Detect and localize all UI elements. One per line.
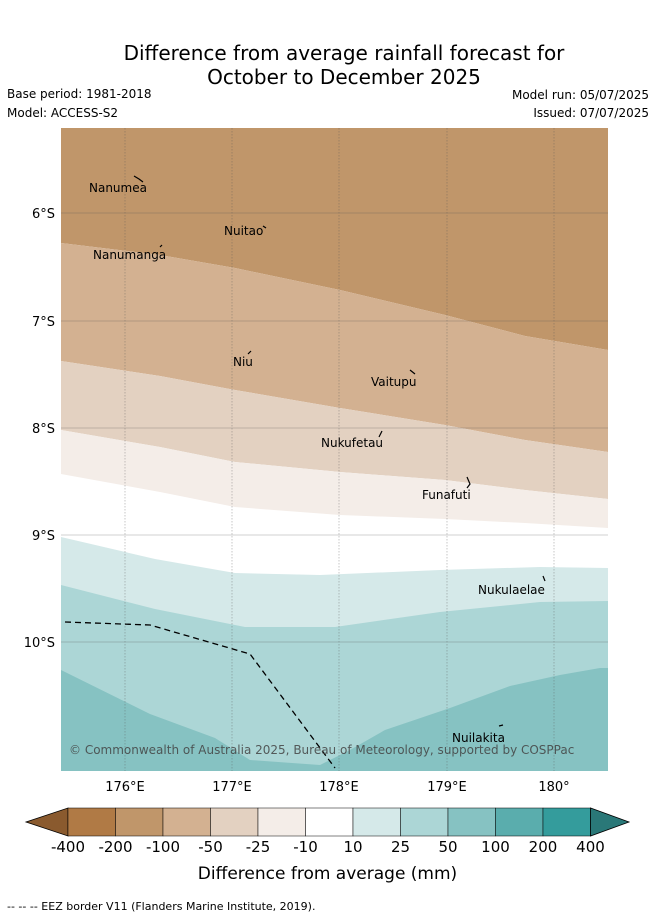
colorbar-label: -400 (50, 838, 86, 856)
islands (133, 175, 546, 727)
lon-label-177e: 177°E (212, 780, 252, 795)
base-period: Base period: 1981-2018 (7, 87, 152, 101)
colorbar-label: 25 (390, 838, 411, 856)
colorbar-title: Difference from average (mm) (197, 864, 458, 884)
colorbar-segment (447, 807, 496, 837)
colorbar-segment (305, 807, 354, 837)
eez-border (64, 621, 336, 769)
colorbar-label: 10 (343, 838, 363, 856)
place-label-nanumea: Nanumea (89, 181, 147, 195)
model-name: Model: ACCESS-S2 (7, 106, 119, 120)
model-run: Model run: 05/07/2025 (511, 88, 649, 102)
title-line-1: Difference from average rainfall forecas… (123, 41, 565, 65)
colorbar (24, 807, 631, 837)
colorbar-label: -10 (293, 838, 318, 856)
lat-label-8s: 8°S (32, 422, 55, 437)
colorbar-label: 200 (528, 838, 558, 856)
colorbar-segment (257, 807, 306, 837)
rainfall-map: Nanumea Nuitao Nanumanga Niu Vaitupu Nuk… (24, 128, 608, 795)
lat-label-6s: 6°S (32, 207, 55, 222)
colorbar-segment (352, 807, 401, 837)
rainfall-bands (61, 128, 608, 771)
place-label-nukulaelae: Nukulaelae (478, 583, 545, 597)
lat-labels: 6°S 7°S 8°S 9°S 10°S (24, 207, 55, 651)
band-plus-50 (61, 668, 608, 771)
map-title: Difference from average rainfall forecas… (0, 41, 655, 89)
colorbar-segment (400, 807, 449, 837)
island-funafuti (466, 476, 471, 489)
island-niu (247, 350, 252, 355)
place-labels: Nanumea Nuitao Nanumanga Niu Vaitupu Nuk… (89, 181, 545, 745)
place-label-niu: Niu (233, 355, 253, 369)
band-minus-50 (61, 361, 608, 499)
colorbar-label: 100 (481, 838, 510, 856)
colorbar-label: -100 (145, 838, 181, 856)
island-nukufetau (378, 430, 383, 438)
band-minus-25 (61, 430, 608, 528)
copyright-notice: © Commonwealth of Australia 2025, Bureau… (69, 743, 574, 757)
colorbar-label: 50 (438, 838, 458, 856)
lon-label-179e: 179°E (427, 780, 467, 795)
colorbar-segment (542, 807, 591, 837)
colorbar-segments (24, 807, 631, 837)
colorbar-label: 400 (576, 838, 605, 856)
lat-label-7s: 7°S (32, 315, 55, 330)
lat-label-9s: 9°S (32, 529, 55, 544)
colorbar-label: -50 (198, 838, 223, 856)
eez-legend: -- -- -- EEZ border V11 (Flanders Marine… (7, 900, 316, 913)
island-vaitupu (409, 369, 416, 375)
place-label-nukufetau: Nukufetau (321, 436, 383, 450)
place-label-funafuti: Funafuti (422, 488, 471, 502)
graticule (61, 128, 608, 771)
island-nuitao (262, 225, 267, 229)
lon-label-178e: 178°E (319, 780, 359, 795)
colorbar-segment (210, 807, 259, 837)
place-label-vaitupu: Vaitupu (371, 375, 417, 389)
band-minus-100 (61, 243, 608, 452)
place-label-nanumanga: Nanumanga (93, 248, 166, 262)
colorbar-label: -25 (245, 838, 271, 856)
island-nukulaelae (542, 575, 546, 582)
lat-label-10s: 10°S (24, 636, 55, 651)
issued-date: Issued: 07/07/2025 (533, 106, 649, 120)
place-label-nuitao: Nuitao (224, 224, 263, 238)
island-nuilakita (498, 724, 504, 727)
place-label-nuilakita: Nuilakita (452, 731, 505, 745)
colorbar-segment (115, 807, 164, 837)
colorbar-arrow-right (590, 807, 631, 837)
island-nanumea (133, 175, 144, 183)
colorbar-label: -200 (98, 838, 133, 856)
lon-label-176e: 176°E (105, 780, 145, 795)
lon-labels: 176°E 177°E 178°E 179°E 180° (105, 780, 569, 795)
colorbar-segment (67, 807, 116, 837)
colorbar-segment (495, 807, 544, 837)
colorbar-segment (162, 807, 211, 837)
lon-label-180: 180° (538, 780, 569, 795)
colorbar-arrow-left (24, 807, 69, 837)
title-line-2: October to December 2025 (207, 65, 481, 89)
band-minus-200 (61, 128, 608, 350)
island-nanumanga (159, 244, 163, 248)
